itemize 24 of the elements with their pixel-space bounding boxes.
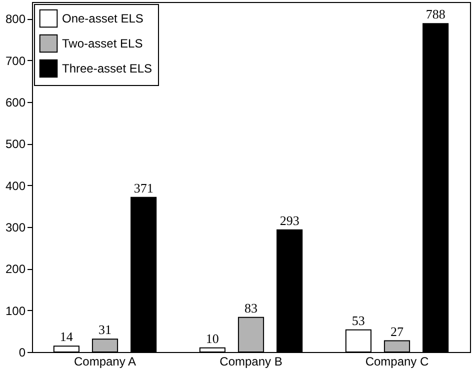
y-tick-label: 600 — [5, 96, 26, 110]
x-tick-label: Company C — [365, 354, 430, 368]
y-tick-label: 200 — [5, 262, 26, 276]
data-label: 293 — [280, 212, 300, 228]
y-tick-label: 500 — [5, 137, 26, 152]
y-tick-label: 300 — [5, 220, 26, 234]
data-label: 27 — [390, 324, 404, 339]
data-label: 53 — [352, 312, 365, 328]
legend-label: Two-asset ELS — [62, 36, 143, 50]
y-tick-label: 700 — [5, 54, 26, 68]
data-label: 371 — [134, 180, 154, 196]
data-label: 788 — [426, 6, 446, 22]
y-tick-label: 100 — [5, 304, 26, 318]
x-tick-label: Company A — [74, 354, 136, 368]
data-label: 10 — [206, 330, 219, 346]
legend-label: Three-asset ELS — [62, 62, 152, 76]
data-label: 83 — [244, 300, 258, 316]
legend-label: One-asset ELS — [62, 12, 144, 26]
y-tick-label: 400 — [5, 178, 26, 193]
x-tick-label: Company B — [220, 354, 282, 368]
data-label: 14 — [60, 329, 74, 344]
y-tick-label: 0 — [18, 346, 26, 360]
y-tick-label: 800 — [5, 12, 26, 26]
data-label: 31 — [98, 322, 112, 338]
